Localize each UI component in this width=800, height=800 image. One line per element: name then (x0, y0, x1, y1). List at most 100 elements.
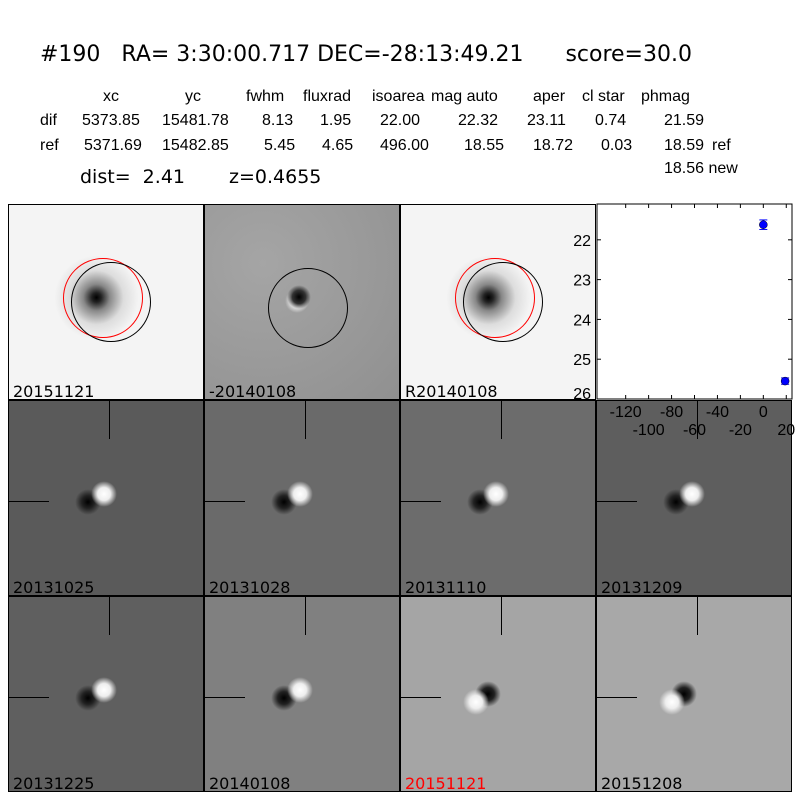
plot-frame (596, 203, 793, 400)
x-tick-label: 20 (777, 422, 795, 439)
cell: 15481.78 (162, 112, 229, 129)
stamp-date-label: 20151208 (601, 774, 683, 792)
row-label: ref (40, 137, 59, 154)
column-header: cl star (582, 88, 625, 105)
crosshair-vertical (109, 597, 111, 635)
data-point (759, 220, 768, 229)
crosshair-horizontal (597, 501, 637, 503)
candidate-id: #190 (40, 42, 101, 67)
x-tick-label: 0 (759, 404, 768, 421)
stamp-date-label: 20131209 (601, 578, 683, 596)
x-tick-label: -100 (633, 422, 665, 439)
cell: 5.45 (264, 137, 296, 154)
stamp-date-label: 20131225 (13, 774, 95, 792)
stamp-date-label: 20131025 (13, 578, 95, 596)
cell: 0.74 (595, 112, 627, 129)
image-stamp: 20131025 (8, 400, 204, 596)
dec: DEC=-28:13:49.21 (317, 42, 524, 67)
crosshair-horizontal (401, 697, 441, 699)
image-stamp: 20151121 (400, 596, 596, 792)
x-tick-label: -60 (683, 422, 706, 439)
cell: 4.65 (322, 137, 354, 154)
column-header: fluxrad (303, 88, 352, 105)
image-stamp: 20131110 (400, 400, 596, 596)
stamp-date-label: 20131028 (209, 578, 291, 596)
x-tick-label: -20 (729, 422, 752, 439)
y-tick-label: 25 (573, 352, 591, 369)
y-tick-label: 24 (573, 312, 591, 329)
crosshair-vertical (501, 597, 503, 635)
dist: dist= 2.41 (80, 166, 185, 188)
cell: 8.13 (262, 112, 294, 129)
cell: 18.59 (664, 137, 705, 154)
positive-blob (463, 689, 489, 715)
y-tick-label: 23 (573, 273, 591, 290)
cell: 5373.85 (82, 112, 140, 129)
data-point (780, 376, 790, 386)
crosshair-horizontal (597, 697, 637, 699)
positive-blob (91, 677, 117, 703)
dif-circle (71, 262, 151, 342)
stamp-date-label: 20140108 (209, 774, 291, 792)
lightcurve-plot: -120-100-80-60-40-20 0 20 22 23 24 25 26 (573, 203, 795, 439)
image-stamp: 20131028 (204, 400, 400, 596)
cell: 496.00 (380, 137, 429, 154)
crosshair-horizontal (9, 501, 49, 503)
positive-blob (91, 481, 117, 507)
crosshair-horizontal (9, 697, 49, 699)
new-phmag: 18.56 new (664, 160, 738, 177)
cell: 0.03 (601, 137, 633, 154)
score: score=30.0 (565, 42, 692, 67)
cell: 21.59 (664, 112, 705, 129)
image-stamp: -20140108 (204, 204, 400, 400)
stamp-date-label: 20151121 (405, 774, 487, 792)
row-label: dif (40, 112, 57, 129)
stamp-date-label: 20151121 (13, 382, 95, 400)
column-header: fwhm (246, 88, 285, 105)
column-header: isoarea (372, 88, 425, 105)
crosshair-vertical (501, 401, 503, 439)
column-header: yc (185, 88, 201, 105)
y-tick-label: 26 (573, 386, 591, 403)
positive-blob (287, 481, 313, 507)
image-stamp: 20151121 (8, 204, 204, 400)
dif-circle (463, 262, 543, 342)
positive-blob (483, 481, 509, 507)
image-stamp: 20140108 (204, 596, 400, 792)
row-suffix: ref (712, 137, 731, 154)
redshift: z=0.4655 (229, 166, 322, 188)
stamp-date-label: R20140108 (405, 382, 498, 400)
crosshair-vertical (305, 597, 307, 635)
crosshair-vertical (109, 401, 111, 439)
positive-blob (679, 481, 705, 507)
stamp-date-label: 20131110 (405, 578, 487, 596)
column-header: xc (103, 88, 119, 105)
x-tick-label: -120 (610, 404, 642, 421)
crosshair-vertical (305, 401, 307, 439)
x-tick-label: -40 (706, 404, 729, 421)
cell: 5371.69 (84, 137, 142, 154)
cell: 23.11 (527, 112, 566, 129)
column-header: mag auto (431, 88, 498, 105)
crosshair-vertical (697, 597, 699, 635)
positive-blob (659, 689, 685, 715)
crosshair-vertical (697, 401, 699, 439)
crosshair-horizontal (205, 697, 245, 699)
figure-title: #190 RA= 3:30:00.717 DEC=-28:13:49.21 sc… (40, 42, 692, 67)
cell: 22.32 (458, 112, 499, 129)
cell: 1.95 (320, 112, 352, 129)
cell: 18.55 (464, 137, 505, 154)
cell: 18.72 (533, 137, 574, 154)
column-header: aper (533, 88, 566, 105)
cell: 22.00 (380, 112, 421, 129)
crosshair-horizontal (205, 501, 245, 503)
dif-circle (268, 268, 348, 348)
image-stamp: 20151208 (596, 596, 792, 792)
column-header: phmag (641, 88, 690, 105)
ra: RA= 3:30:00.717 (121, 42, 311, 67)
crosshair-horizontal (401, 501, 441, 503)
positive-blob (287, 677, 313, 703)
image-stamp: 20131225 (8, 596, 204, 792)
cell: 15482.85 (162, 137, 229, 154)
stamp-date-label: -20140108 (209, 382, 297, 400)
